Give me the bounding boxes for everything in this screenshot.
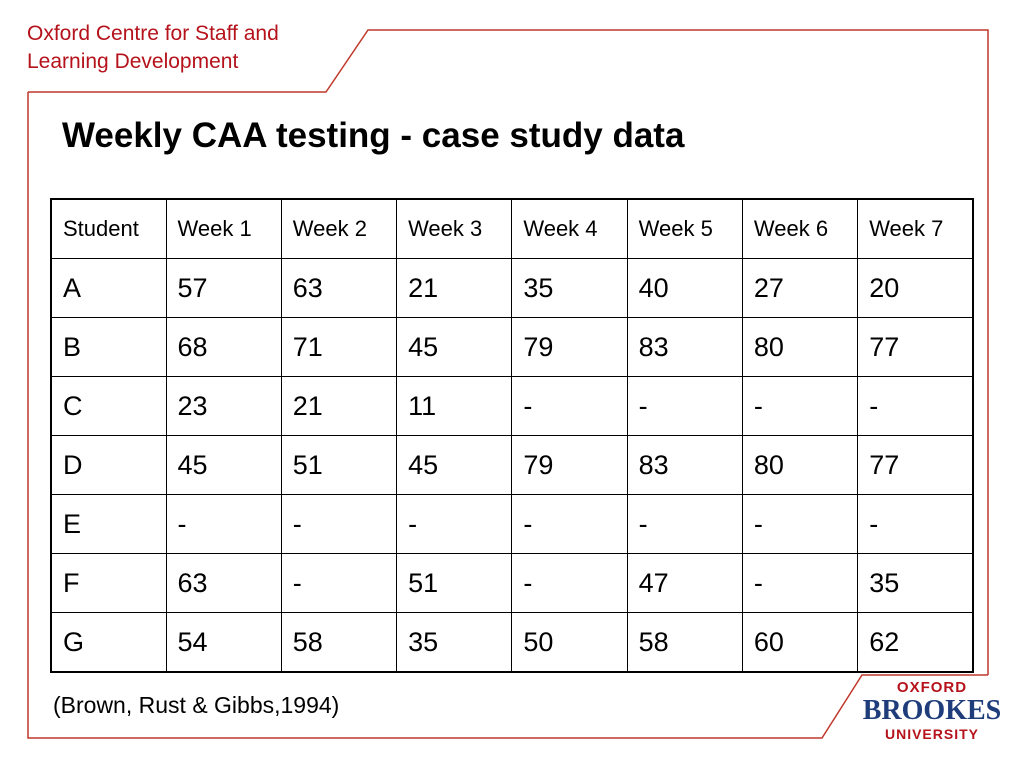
score-cell: 79 (511, 317, 628, 377)
score-cell: 51 (280, 435, 398, 495)
student-cell: G (50, 612, 167, 673)
score-cell: 45 (165, 435, 282, 495)
score-cell: 58 (626, 612, 743, 673)
score-cell: 58 (280, 612, 398, 673)
student-cell: A (50, 258, 167, 318)
score-cell: 21 (280, 376, 398, 436)
score-cell: 35 (396, 612, 513, 673)
score-cell: - (741, 494, 859, 554)
student-cell: D (50, 435, 167, 495)
score-cell: 60 (741, 612, 859, 673)
score-cell: 47 (626, 553, 743, 613)
student-cell: E (50, 494, 167, 554)
score-cell: 77 (857, 317, 974, 377)
column-header: Week 6 (741, 198, 859, 259)
column-header: Week 1 (165, 198, 282, 259)
student-cell: C (50, 376, 167, 436)
score-cell: - (280, 494, 398, 554)
column-header: Week 3 (396, 198, 513, 259)
score-cell: - (511, 494, 628, 554)
score-cell: 63 (165, 553, 282, 613)
table-row: G 54 58 35 50 58 60 62 (50, 612, 974, 673)
frame-top-line (28, 29, 989, 675)
logo-line-oxford: OXFORD (896, 679, 968, 696)
score-cell: 27 (741, 258, 859, 318)
score-cell: 79 (511, 435, 628, 495)
table-row: F 63 - 51 - 47 - 35 (50, 553, 974, 613)
score-cell: - (511, 553, 628, 613)
case-study-table: Student Week 1 Week 2 Week 3 Week 4 Week… (50, 198, 974, 673)
score-cell: 62 (857, 612, 974, 673)
score-cell: 80 (741, 435, 859, 495)
score-cell: - (626, 494, 743, 554)
table-row: C 23 21 11 - - - - (50, 376, 974, 436)
column-header: Student (50, 198, 167, 259)
frame-left-line (27, 92, 988, 739)
slide-title: Weekly CAA testing - case study data (62, 116, 685, 155)
column-header: Week 5 (626, 198, 743, 259)
column-header: Week 7 (857, 198, 974, 259)
score-cell: - (857, 494, 974, 554)
column-header: Week 2 (280, 198, 398, 259)
table-row: D 45 51 45 79 83 80 77 (50, 435, 974, 495)
column-header: Week 4 (511, 198, 628, 259)
score-cell: - (626, 376, 743, 436)
score-cell: 83 (626, 317, 743, 377)
score-cell: 35 (511, 258, 628, 318)
oxford-brookes-logo: OXFORD BROOKES UNIVERSITY (862, 679, 1002, 743)
score-cell: - (165, 494, 282, 554)
score-cell: 45 (396, 435, 513, 495)
score-cell: 45 (396, 317, 513, 377)
score-cell: - (280, 553, 398, 613)
organization-name-line2: Learning Development (27, 50, 239, 73)
student-cell: B (50, 317, 167, 377)
score-cell: 77 (857, 435, 974, 495)
student-cell: F (50, 553, 167, 613)
score-cell: 51 (396, 553, 513, 613)
score-cell: - (857, 376, 974, 436)
score-cell: 40 (626, 258, 743, 318)
table-row: E - - - - - - - (50, 494, 974, 554)
score-cell: - (511, 376, 628, 436)
score-cell: 54 (165, 612, 282, 673)
score-cell: - (741, 376, 859, 436)
score-cell: 35 (857, 553, 974, 613)
organization-name: Oxford Centre for Staff and Learning Dev… (27, 20, 347, 76)
score-cell: 80 (741, 317, 859, 377)
score-cell: 83 (626, 435, 743, 495)
table-row: B 68 71 45 79 83 80 77 (50, 317, 974, 377)
score-cell: 21 (396, 258, 513, 318)
score-cell: 20 (857, 258, 974, 318)
score-cell: 71 (280, 317, 398, 377)
organization-name-line1: Oxford Centre for Staff and (27, 22, 279, 45)
logo-line-brookes: BROOKES (862, 695, 1002, 726)
logo-line-university: UNIVERSITY (884, 726, 979, 742)
score-cell: 63 (280, 258, 398, 318)
table-row: A 57 63 21 35 40 27 20 (50, 258, 974, 318)
score-cell: 11 (396, 376, 513, 436)
score-cell: 23 (165, 376, 282, 436)
score-cell: 50 (511, 612, 628, 673)
citation: (Brown, Rust & Gibbs,1994) (53, 692, 340, 718)
score-cell: - (396, 494, 513, 554)
score-cell: - (741, 553, 859, 613)
table-header-row: Student Week 1 Week 2 Week 3 Week 4 Week… (50, 198, 974, 259)
score-cell: 68 (165, 317, 282, 377)
score-cell: 57 (165, 258, 282, 318)
